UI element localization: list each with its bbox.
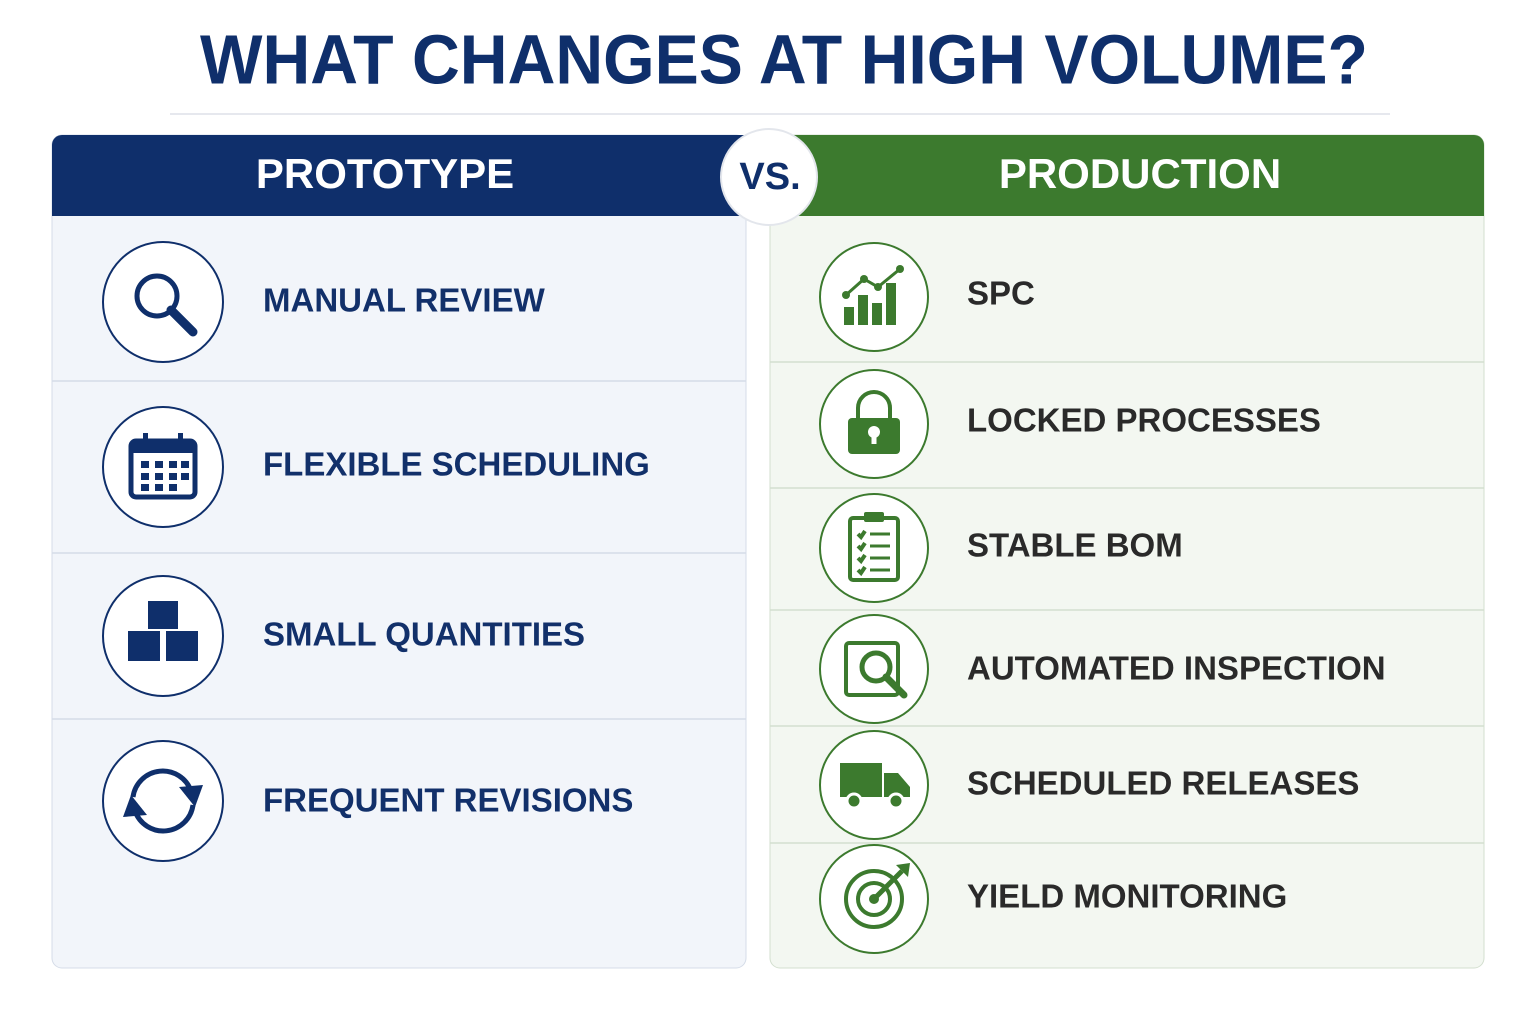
- production-item: AUTOMATED INSPECTION: [967, 650, 1386, 687]
- target-icon: [844, 863, 910, 929]
- production-item: SCHEDULED RELEASES: [967, 765, 1359, 802]
- inspection-icon: [844, 641, 908, 699]
- calendar-icon: [128, 433, 198, 500]
- page-title: WHAT CHANGES AT HIGH VOLUME?: [200, 20, 1368, 98]
- prototype-header: PROTOTYPE: [256, 150, 514, 197]
- vs-label: VS.: [739, 156, 800, 198]
- production-item: YIELD MONITORING: [967, 878, 1287, 915]
- production-header: PRODUCTION: [999, 150, 1281, 197]
- lock-icon: [848, 390, 900, 454]
- row-dividers: [770, 361, 1484, 844]
- production-header-bar: [770, 135, 1484, 216]
- vs-badge: [720, 128, 818, 226]
- prototype-item: FREQUENT REVISIONS: [263, 782, 633, 819]
- production-item: LOCKED PROCESSES: [967, 402, 1321, 439]
- prototype-header-bar: [52, 135, 746, 216]
- cubes-icon: [126, 599, 200, 663]
- prototype-item: FLEXIBLE SCHEDULING: [263, 446, 650, 483]
- row-dividers: [52, 380, 746, 720]
- truck-icon: [840, 763, 910, 810]
- magnifier-icon: [134, 273, 198, 337]
- spc-chart-icon: [842, 265, 904, 325]
- prototype-item: MANUAL REVIEW: [263, 282, 546, 319]
- clipboard-icon: [848, 512, 900, 582]
- production-item: STABLE BOM: [967, 527, 1183, 564]
- production-item: SPC: [967, 275, 1035, 312]
- prototype-item: SMALL QUANTITIES: [263, 616, 585, 653]
- refresh-icon: [123, 768, 203, 834]
